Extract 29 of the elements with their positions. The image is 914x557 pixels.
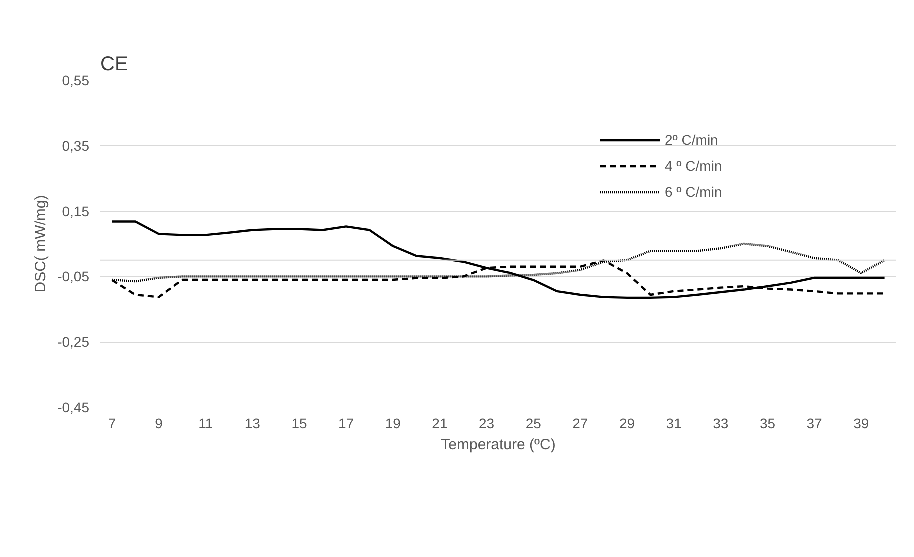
- legend-label: 4 º C/min: [665, 158, 722, 174]
- y-tick-label: -0,45: [58, 400, 90, 416]
- y-tick-label: 0,35: [62, 138, 90, 154]
- x-tick-label: 17: [338, 416, 354, 432]
- x-tick-label: 23: [479, 416, 495, 432]
- x-tick-label: 19: [385, 416, 402, 432]
- x-tick-label: 29: [619, 416, 636, 432]
- x-tick-label: 9: [155, 416, 164, 432]
- x-tick-label: 27: [572, 416, 588, 432]
- legend-label: 6 º C/min: [665, 184, 722, 200]
- x-tick-label: 13: [244, 416, 261, 432]
- y-tick-label: 0,15: [62, 203, 90, 220]
- y-axis-title: DSC( mW/mg): [32, 195, 50, 293]
- x-tick-label: 21: [432, 416, 448, 432]
- y-tick-label: -0,25: [58, 334, 90, 350]
- x-tick-label: 35: [760, 416, 776, 432]
- x-tick-label: 15: [292, 416, 308, 432]
- legend-label: 2º C/min: [665, 132, 718, 148]
- y-tick-label: -0,05: [58, 268, 90, 285]
- x-tick-label: 31: [666, 416, 682, 432]
- y-tick-label: 0,55: [62, 72, 90, 88]
- chart-title: CE: [100, 54, 128, 76]
- x-tick-label: 7: [108, 416, 116, 432]
- x-tick-label: 33: [713, 416, 729, 432]
- x-tick-label: 11: [198, 416, 214, 432]
- x-axis-title: Temperature (ºC): [441, 436, 556, 454]
- x-tick-label: 25: [526, 416, 542, 432]
- x-tick-label: 39: [854, 416, 870, 432]
- x-tick-label: 37: [806, 416, 823, 432]
